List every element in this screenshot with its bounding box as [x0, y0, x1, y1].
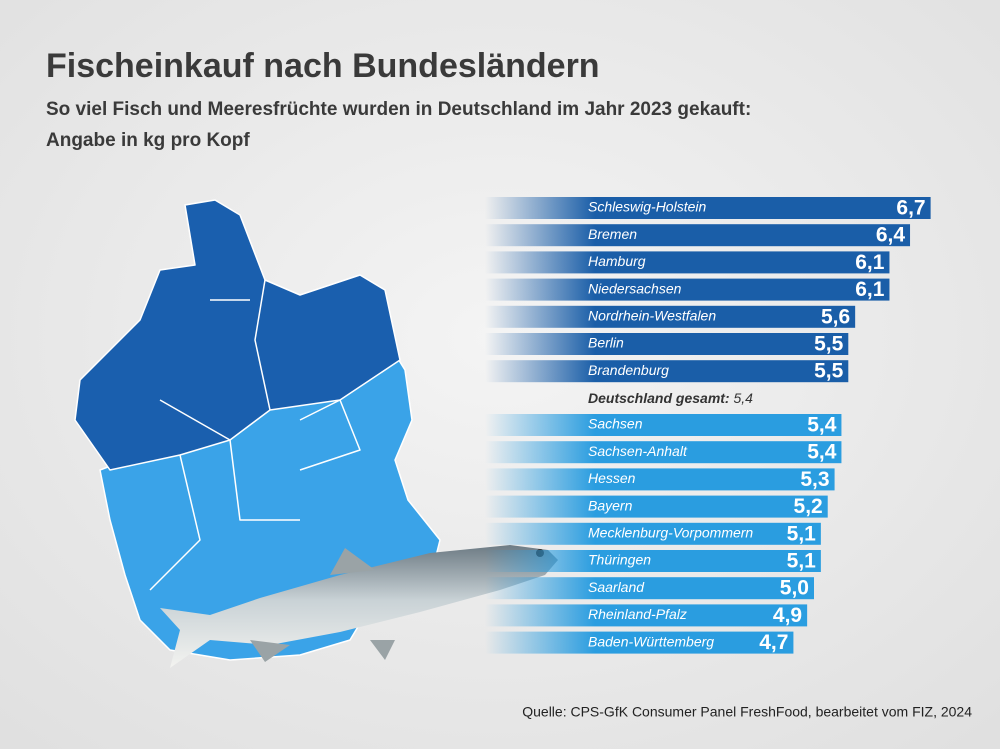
value-label: 4,7	[759, 631, 788, 654]
bar	[485, 495, 828, 518]
bar	[485, 278, 890, 301]
chart-subtitle: Angabe in kg pro Kopf	[46, 130, 250, 151]
bar	[485, 577, 814, 600]
map-borders	[149, 279, 361, 591]
category-label: Bayern	[588, 497, 633, 513]
source: Quelle: CPS-GfK Consumer Panel FreshFood…	[522, 704, 972, 720]
category-label: Nordrhein-Westfalen	[588, 308, 716, 324]
value-label: 6,7	[896, 197, 925, 220]
category-label: Bremen	[588, 226, 637, 242]
value-label: 5,3	[800, 468, 829, 491]
value-label: 5,0	[780, 577, 809, 600]
bar	[485, 522, 821, 545]
bar	[485, 631, 794, 654]
value-label: 6,1	[855, 251, 885, 274]
value-label: 5,1	[787, 550, 817, 573]
category-label: Thüringen	[588, 552, 651, 568]
bars: Schleswig-Holstein 6,7 Bremen 6,4 Hamburg 6,1…	[485, 197, 931, 654]
bar	[485, 224, 911, 247]
category-label: Saarland	[588, 579, 645, 595]
average-annotation: Deutschland gesamt: 5,4	[588, 390, 753, 406]
value-label: 5,4	[807, 441, 837, 464]
category-label: Mecklenburg-Vorpommern	[588, 525, 753, 541]
value-label: 5,5	[814, 333, 844, 356]
bar	[485, 414, 842, 436]
bar	[485, 550, 821, 572]
bar	[485, 441, 842, 464]
category-label: Baden-Württemberg	[588, 633, 714, 649]
category-label: Niedersachsen	[588, 280, 682, 296]
bar	[485, 360, 849, 383]
value-label: 4,9	[773, 604, 802, 627]
bar	[485, 333, 849, 355]
value-label: 5,2	[794, 495, 823, 518]
category-label: Berlin	[588, 335, 624, 351]
category-label: Hessen	[588, 470, 636, 486]
category-label: Rheinland-Pfalz	[588, 606, 687, 622]
value-label: 5,1	[787, 522, 817, 545]
bar	[485, 604, 808, 627]
bar	[485, 305, 856, 328]
value-label: 5,6	[821, 305, 850, 328]
average-value: 5,4	[733, 390, 753, 406]
bar	[485, 251, 890, 274]
category-label: Schleswig-Holstein	[588, 199, 706, 215]
chart-title: Fischeinkauf nach Bundesländern	[46, 47, 600, 85]
average-label: Deutschland gesamt:	[588, 390, 730, 406]
bar	[485, 197, 931, 219]
value-label: 6,1	[855, 278, 885, 301]
category-label: Sachsen-Anhalt	[588, 443, 688, 459]
category-label: Brandenburg	[588, 362, 669, 378]
value-label: 5,4	[807, 414, 837, 437]
bar	[485, 468, 835, 491]
value-label: 6,4	[876, 224, 906, 247]
category-label: Sachsen	[588, 416, 643, 432]
category-label: Hamburg	[588, 253, 646, 269]
chart-subtitle: So viel Fisch und Meeresfrüchte wurden i…	[46, 99, 751, 120]
value-label: 5,5	[814, 360, 844, 383]
